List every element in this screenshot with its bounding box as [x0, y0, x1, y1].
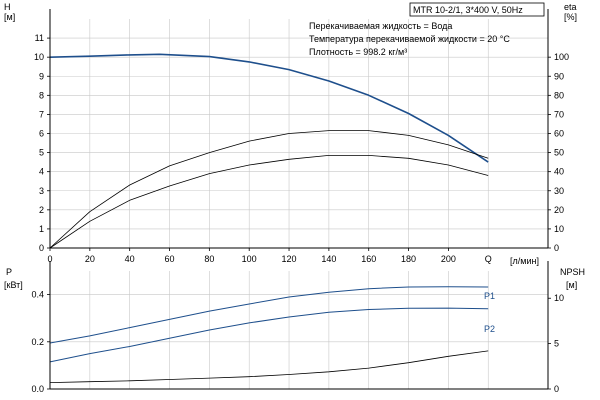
y-left-tick-label: 0 — [39, 243, 44, 253]
y-left-tick-label: 11 — [35, 33, 44, 43]
title-box-text: MTR 10-2/1, 3*400 V, 50Hz — [413, 5, 523, 15]
y-right-tick-label: 30 — [554, 186, 564, 196]
y-left-tick-label: 9 — [39, 71, 44, 81]
x-tick-label: 80 — [204, 254, 214, 264]
y-right-tick-label: 10 — [554, 224, 564, 234]
annotation-liquid: Перекачиваемая жидкость = Вода — [309, 21, 452, 31]
series-line-eta_thin — [49, 130, 489, 249]
q-axis-unit: [л/мин] — [510, 256, 539, 266]
npsh-axis-unit: [м] — [566, 280, 577, 290]
series-line-p2 — [49, 307, 489, 363]
x-tick-label: 200 — [441, 254, 456, 264]
y-right-tick-label: 100 — [554, 52, 569, 62]
y-right-tick-label: 0 — [554, 384, 559, 394]
y-right-tick-label: 90 — [554, 71, 564, 81]
series-line-p1 — [49, 286, 489, 344]
x-tick-label: 20 — [85, 254, 95, 264]
title-box — [409, 2, 545, 17]
x-tick-label: 160 — [361, 254, 376, 264]
series-line-h — [49, 53, 489, 163]
y-right-tick-label: 80 — [554, 90, 564, 100]
series-line-eta_thick — [49, 155, 489, 249]
y-left-tick-label: 4 — [39, 167, 44, 177]
p-axis-title: P — [6, 267, 12, 277]
h-axis-unit: [м] — [4, 12, 15, 22]
y-right-tick-label: 60 — [554, 129, 564, 139]
y-right-tick-label: 10 — [554, 293, 564, 303]
x-axis-q-label: Q — [485, 254, 492, 264]
y-right-tick-label: 70 — [554, 109, 564, 119]
eta-axis-title: eta — [564, 2, 577, 12]
y-right-tick-label: 5 — [554, 339, 559, 349]
x-tick-label: 100 — [242, 254, 257, 264]
annotation-temperature: Температура перекачиваемой жидкости = 20… — [309, 34, 510, 44]
y-right-tick-label: 50 — [554, 148, 564, 158]
series-label-p1: P1 — [484, 291, 495, 301]
y-left-tick-label: 2 — [39, 205, 44, 215]
y-left-tick-label: 8 — [39, 90, 44, 100]
y-right-tick-label: 40 — [554, 167, 564, 177]
x-tick-label: 180 — [401, 254, 416, 264]
y-left-tick-label: 0.2 — [31, 337, 44, 347]
y-left-tick-label: 7 — [39, 109, 44, 119]
y-left-tick-label: 0.0 — [31, 384, 44, 394]
y-left-tick-label: 5 — [39, 148, 44, 158]
x-tick-label: 60 — [165, 254, 175, 264]
x-tick-label: 140 — [321, 254, 336, 264]
y-right-tick-label: 20 — [554, 205, 564, 215]
annotation-density: Плотность = 998.2 кг/м³ — [309, 47, 407, 57]
x-tick-label: 120 — [282, 254, 297, 264]
npsh-axis-title: NPSH — [560, 267, 585, 277]
y-left-tick-label: 0.4 — [31, 290, 44, 300]
p-axis-unit: [кВт] — [4, 280, 23, 290]
x-tick-label: 0 — [47, 254, 52, 264]
y-left-tick-label: 1 — [39, 224, 44, 234]
y-right-tick-label: 0 — [554, 243, 559, 253]
series-label-p2: P2 — [484, 324, 495, 334]
y-left-tick-label: 3 — [39, 186, 44, 196]
x-tick-label: 40 — [125, 254, 135, 264]
series-line-npsh — [49, 350, 489, 383]
eta-axis-unit: [%] — [564, 12, 577, 22]
y-left-tick-label: 10 — [34, 52, 44, 62]
y-left-tick-label: 6 — [39, 129, 44, 139]
h-axis-title: H — [4, 2, 11, 12]
